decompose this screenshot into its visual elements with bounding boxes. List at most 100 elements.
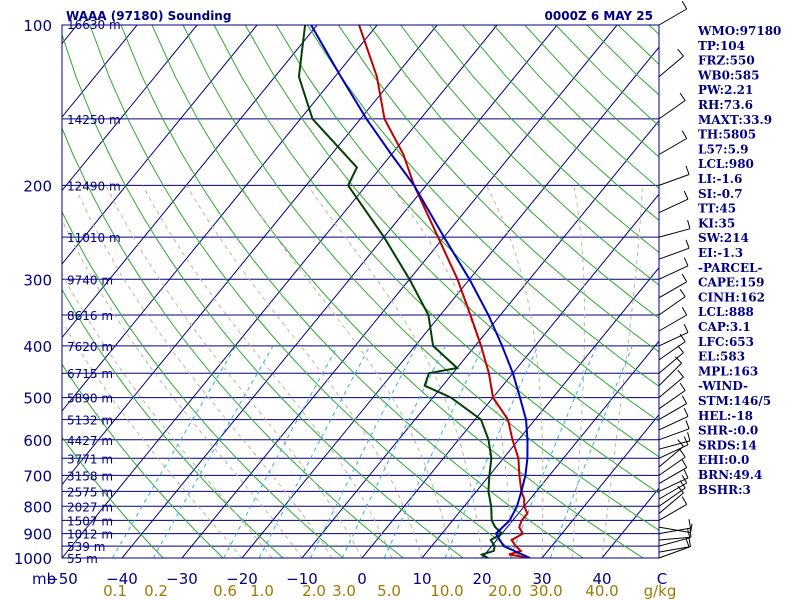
wind-barb bbox=[658, 174, 690, 186]
index-value: CAPE:159 bbox=[698, 276, 765, 290]
temperature-tick-label: −30 bbox=[166, 570, 198, 588]
wind-barb bbox=[658, 198, 689, 214]
wind-barb-flag bbox=[687, 432, 691, 442]
temperature-tick-label: 0 bbox=[357, 570, 367, 588]
index-value: TP:104 bbox=[698, 39, 745, 53]
wind-barb bbox=[658, 331, 689, 347]
moist-adiabat bbox=[62, 272, 273, 558]
index-value: KI:35 bbox=[698, 216, 735, 230]
temperature-tick-label: −10 bbox=[286, 570, 318, 588]
wind-barb-flag bbox=[681, 273, 688, 283]
dry-adiabat bbox=[213, 25, 659, 494]
wind-barb bbox=[658, 503, 687, 521]
index-value: SI:-0.7 bbox=[698, 187, 743, 201]
mixing-ratio-label: 30.0 bbox=[529, 582, 562, 600]
moist-adiabat bbox=[571, 185, 586, 558]
wind-barb bbox=[658, 415, 689, 431]
index-value: TH:5805 bbox=[698, 128, 756, 142]
pressure-tick-label: 1000 bbox=[14, 550, 52, 568]
height-label: 1012 m bbox=[67, 528, 113, 542]
dry-adiabat bbox=[62, 126, 404, 558]
mixing-ratio-line bbox=[444, 345, 539, 558]
height-label: 539 m bbox=[67, 540, 105, 554]
index-value: HEL:-18 bbox=[698, 409, 753, 423]
pressure-tick-label: 500 bbox=[23, 390, 52, 408]
wind-barb-flag bbox=[674, 356, 682, 364]
wind-barb-flag bbox=[683, 469, 689, 479]
isotherm-line bbox=[62, 25, 318, 339]
wind-barb-flag bbox=[677, 48, 684, 57]
height-label: 55 m bbox=[67, 552, 98, 566]
temperature-tick-label: 40 bbox=[592, 570, 611, 588]
wind-barb bbox=[658, 482, 687, 500]
mixing-ratio-label: 40.0 bbox=[585, 582, 618, 600]
wind-barb-flag bbox=[687, 529, 691, 538]
height-label: 7620 m bbox=[67, 340, 113, 354]
y-axis-unit: mb bbox=[32, 570, 56, 588]
height-label: 12490 m bbox=[67, 179, 121, 193]
index-value: PW:2.21 bbox=[698, 83, 753, 97]
wind-barb bbox=[658, 487, 686, 507]
wind-barb-flag bbox=[688, 537, 691, 547]
wind-barb bbox=[658, 100, 686, 120]
wind-barb bbox=[658, 546, 690, 559]
sounding-line-2 bbox=[297, 25, 504, 558]
height-label: 14250 m bbox=[67, 113, 121, 127]
moist-adiabat bbox=[239, 185, 453, 558]
wind-barb bbox=[658, 376, 684, 398]
wind-barb-flag bbox=[685, 420, 690, 429]
height-label: 5132 m bbox=[67, 414, 113, 428]
dry-adiabat bbox=[151, 25, 644, 558]
isotherm-line bbox=[62, 25, 138, 118]
height-label: 6715 m bbox=[67, 367, 113, 381]
height-label: 3158 m bbox=[67, 469, 113, 483]
index-value: -PARCEL- bbox=[698, 261, 763, 275]
index-value: MAXT:33.9 bbox=[698, 113, 772, 127]
wind-barbs bbox=[658, 0, 693, 559]
height-label: 2575 m bbox=[67, 485, 113, 499]
mixing-ratio-label: 0.1 bbox=[103, 582, 127, 600]
wind-barb bbox=[658, 296, 686, 316]
pressure-tick-label: 800 bbox=[23, 498, 52, 516]
temperature-tick-label: −40 bbox=[106, 570, 138, 588]
index-value: STM:146/5 bbox=[698, 394, 771, 408]
isotherm-line bbox=[481, 340, 659, 558]
index-value: CINH:162 bbox=[698, 290, 765, 304]
temperature-tick-label: −20 bbox=[226, 570, 258, 588]
height-label: 2027 m bbox=[67, 500, 113, 514]
mixing-ratio-label: 10.0 bbox=[430, 582, 463, 600]
height-label: 9740 m bbox=[67, 273, 113, 287]
wind-barb-flag bbox=[677, 369, 684, 378]
plot-frame bbox=[61, 24, 660, 559]
height-label: 8616 m bbox=[67, 309, 113, 323]
wind-barb bbox=[658, 247, 690, 260]
isotherm-line bbox=[62, 25, 258, 265]
wind-barb bbox=[658, 390, 686, 410]
temperature-tick-label: 10 bbox=[412, 570, 431, 588]
wind-barb bbox=[658, 467, 687, 485]
wind-barb bbox=[658, 537, 691, 547]
wind-barb-flag bbox=[679, 480, 686, 489]
temperature-tick-label: 30 bbox=[532, 570, 551, 588]
moist-adiabat bbox=[62, 218, 303, 558]
index-value: EHI:0.0 bbox=[698, 453, 749, 467]
wind-barb-flag bbox=[681, 459, 688, 468]
isotherm-line bbox=[181, 25, 618, 558]
mixing-ratio-line bbox=[509, 345, 597, 558]
wind-barb bbox=[658, 546, 691, 553]
mixing-ratio-line bbox=[152, 345, 274, 558]
wind-barb bbox=[658, 352, 684, 374]
dry-adiabat bbox=[244, 25, 659, 458]
moist-adiabat bbox=[62, 320, 243, 558]
temperature-tick-label: 20 bbox=[472, 570, 491, 588]
isotherm-line bbox=[361, 193, 659, 558]
moist-adiabat bbox=[485, 185, 544, 558]
dry-adiabat bbox=[120, 25, 584, 558]
mixing-ratio-line bbox=[223, 345, 339, 558]
mixing-ratio-label: 0.2 bbox=[144, 582, 168, 600]
wind-barb-flag bbox=[689, 528, 692, 538]
wind-barb bbox=[658, 444, 689, 459]
temperature-tick-label: C bbox=[657, 570, 667, 588]
index-value: SHR-:0.0 bbox=[698, 424, 758, 438]
pressure-tick-label: 400 bbox=[23, 338, 52, 356]
